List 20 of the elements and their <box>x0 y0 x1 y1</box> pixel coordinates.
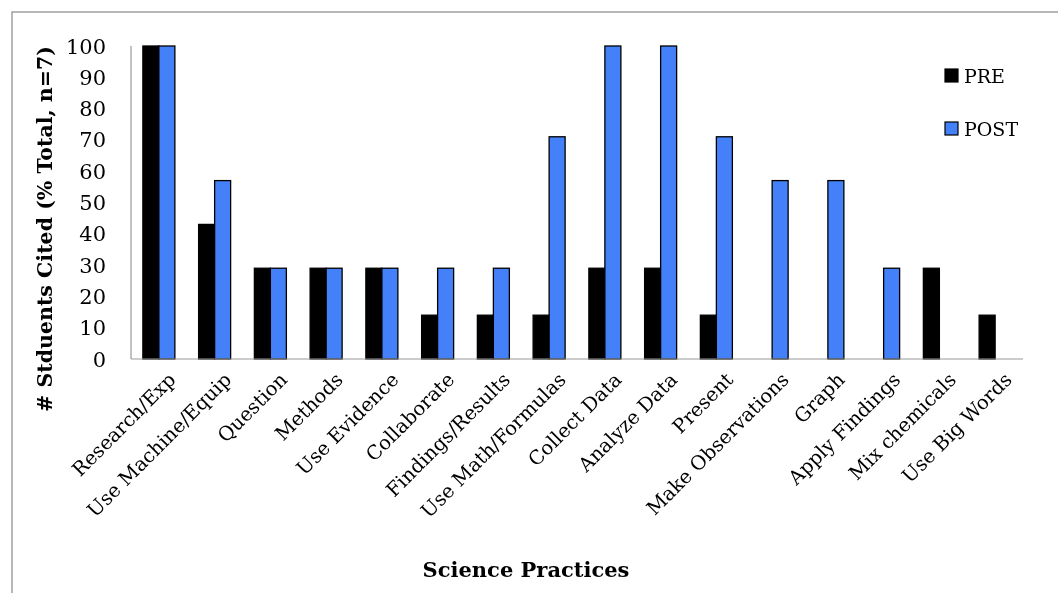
y-tick-label: 10 <box>79 316 106 341</box>
y-tick-label: 80 <box>79 97 106 122</box>
y-tick-label: 60 <box>79 159 106 184</box>
y-tick-label: 70 <box>79 128 106 153</box>
x-axis-title: Science Practices <box>422 557 630 582</box>
bar <box>827 179 845 360</box>
y-axis-title: # Stduents Cited (% Total, n=7) <box>33 46 57 412</box>
y-tick-label: 50 <box>79 191 106 216</box>
y-tick-label: 100 <box>65 34 106 59</box>
legend-label: POST <box>964 118 1019 140</box>
y-tick-label: 90 <box>79 65 106 90</box>
bar <box>922 267 941 360</box>
bar <box>771 179 789 360</box>
bar <box>882 267 901 360</box>
y-tick-label: 20 <box>79 284 106 309</box>
bar <box>978 314 996 360</box>
y-tick-label: 0 <box>92 347 106 372</box>
legend-label: PRE <box>964 65 1005 87</box>
y-tick-label: 40 <box>79 222 106 247</box>
y-tick-label: 30 <box>79 253 106 278</box>
